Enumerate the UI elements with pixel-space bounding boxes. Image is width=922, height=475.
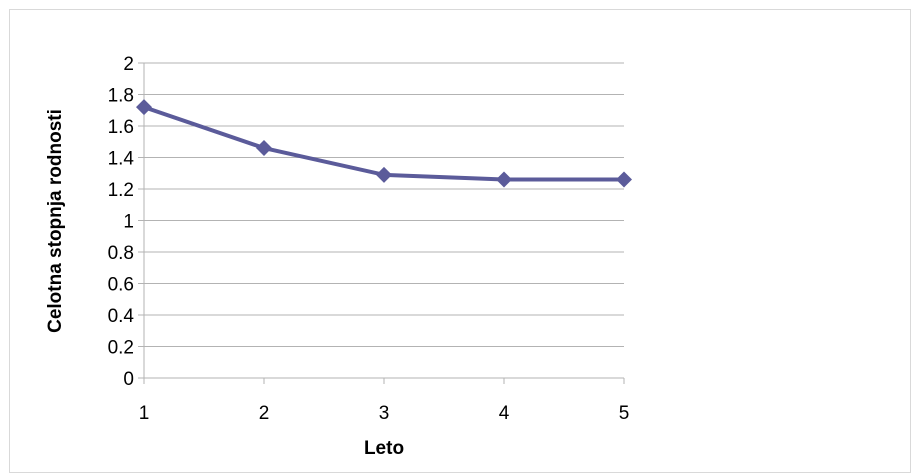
data-point-marker [136,99,152,116]
gridlines [144,62,624,347]
y-tick-label: 1.6 [108,117,134,138]
axes [138,62,625,384]
y-tick-labels: 0 0.2 0.4 0.6 0.8 1 1.2 1.4 1.6 1.8 2 [108,54,135,390]
y-tick-label: 2 [123,54,134,75]
y-tick-label: 0.8 [108,243,134,264]
y-tick-label: 1.2 [108,180,134,201]
y-tick-label: 0.4 [108,306,135,327]
x-tick-label: 3 [379,403,390,424]
y-axis-title: Celotna stopnja rodnosti [45,109,66,333]
x-tick-label: 2 [259,403,270,424]
data-point-marker [376,166,392,183]
y-tick-label: 0 [123,369,134,390]
x-tick-label: 4 [499,403,510,424]
data-point-marker [256,140,272,157]
series [136,99,632,188]
y-tick-label: 0.6 [108,275,134,296]
x-tick-label: 5 [619,403,630,424]
y-tick-label: 1.8 [108,86,134,107]
data-point-marker [616,171,632,188]
x-tick-labels: 1 2 3 4 5 [139,403,630,424]
x-tick-label: 1 [139,403,150,424]
y-tick-label: 1 [123,212,134,233]
y-tick-label: 1.4 [108,149,135,170]
y-tick-label: 0.2 [108,338,134,359]
x-axis-title: Leto [364,438,404,459]
data-point-marker [496,171,512,188]
chart-frame [9,9,911,473]
